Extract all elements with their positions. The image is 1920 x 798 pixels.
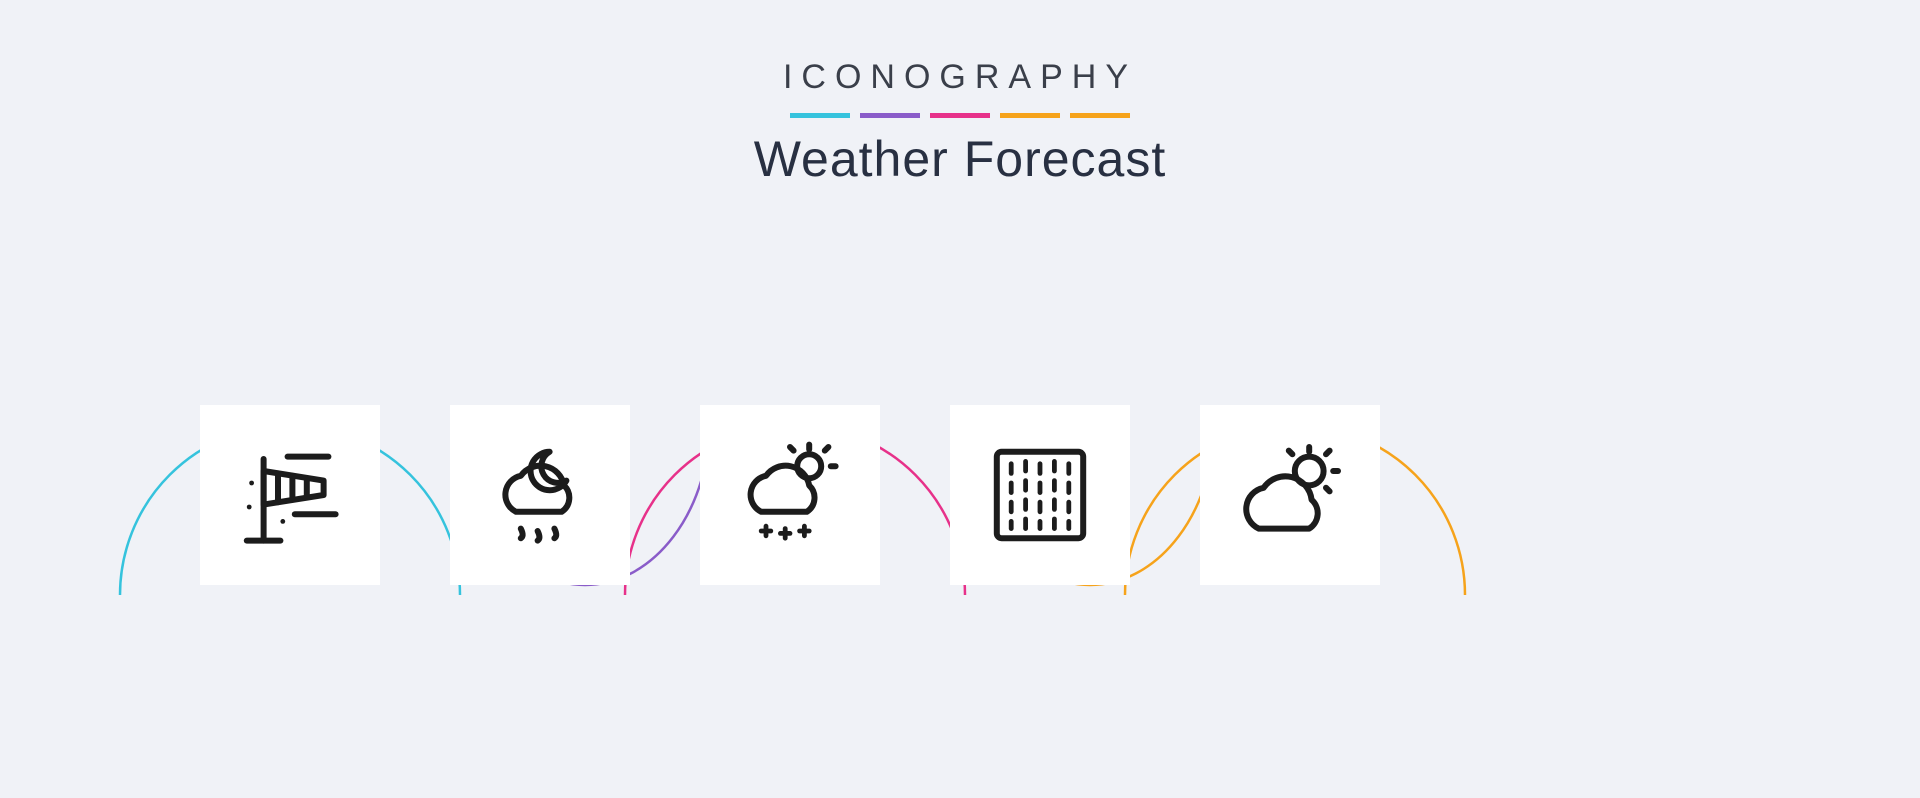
icon-tile-1	[200, 405, 380, 585]
sun-cloud-snow-icon	[730, 435, 850, 555]
icon-tile-3	[700, 405, 880, 585]
accent-bar-5	[1070, 113, 1130, 118]
icon-tile-2	[450, 405, 630, 585]
icon-tile-5	[1200, 405, 1380, 585]
icon-tile-4	[950, 405, 1130, 585]
brand-label: ICONOGRAPHY	[0, 58, 1920, 97]
rain-panel-icon	[980, 435, 1100, 555]
accent-bars	[0, 113, 1920, 118]
accent-bar-2	[860, 113, 920, 118]
accent-bar-1	[790, 113, 850, 118]
page-title: Weather Forecast	[0, 130, 1920, 188]
sun-cloud-icon	[1230, 435, 1350, 555]
header: ICONOGRAPHY Weather Forecast	[0, 0, 1920, 188]
windsock-icon	[230, 435, 350, 555]
accent-bar-3	[930, 113, 990, 118]
moon-cloud-rain-icon	[480, 435, 600, 555]
accent-bar-4	[1000, 113, 1060, 118]
